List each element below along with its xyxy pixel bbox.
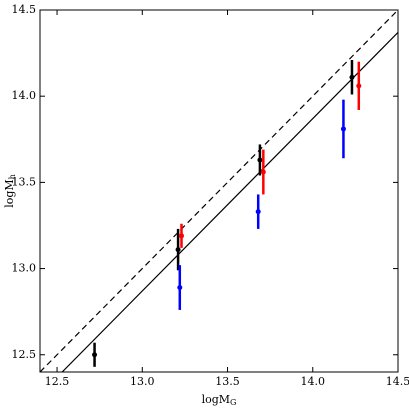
x-tick-label: 12.5 xyxy=(45,375,70,388)
y-tick-label: 14.5 xyxy=(12,3,37,16)
reference-line xyxy=(40,10,398,372)
point xyxy=(177,285,183,291)
point xyxy=(92,352,98,358)
plot-area xyxy=(40,10,398,372)
point xyxy=(349,74,355,80)
y-axis-label: logMh xyxy=(3,174,17,208)
x-tick-label: 13.5 xyxy=(215,375,240,388)
x-axis-label-sub: G xyxy=(230,398,236,407)
reference-line xyxy=(61,31,398,372)
point xyxy=(260,169,266,175)
y-tick-label: 13.5 xyxy=(12,175,37,188)
point xyxy=(178,233,184,239)
point xyxy=(175,247,181,253)
y-tick-label: 12.5 xyxy=(12,348,37,361)
x-tick-label: 14.0 xyxy=(301,375,326,388)
x-axis-label-main: logM xyxy=(202,393,230,406)
y-tick-label: 14.0 xyxy=(12,89,37,102)
plot-frame xyxy=(39,9,399,373)
point xyxy=(257,157,263,163)
point xyxy=(255,209,261,215)
point xyxy=(340,126,346,132)
y-tick-label: 13.0 xyxy=(12,262,37,275)
y-axis-label-main: logM xyxy=(3,179,16,207)
x-tick-label: 14.5 xyxy=(386,375,409,388)
x-axis-label: logMG xyxy=(202,393,237,407)
point xyxy=(356,83,362,89)
x-tick-label: 13.0 xyxy=(130,375,155,388)
y-axis-label-sub: h xyxy=(8,174,17,179)
